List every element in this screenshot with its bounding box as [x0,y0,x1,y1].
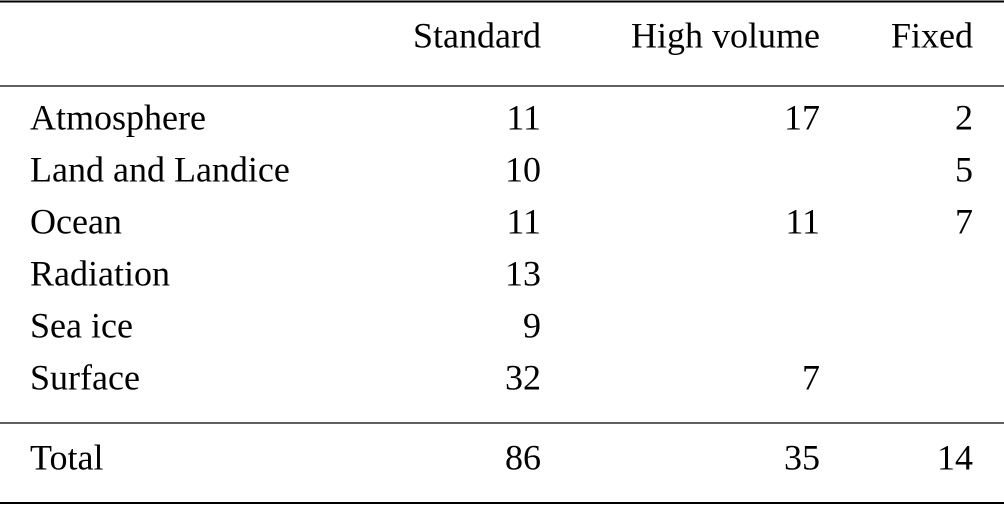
total-label: Total [30,437,103,477]
total-cell: 35 [784,437,820,477]
row-label: Land and Landice [30,149,290,189]
column-header: High volume [631,15,820,55]
total-cell: 86 [505,437,541,477]
row-label: Ocean [30,201,122,241]
column-header: Fixed [891,15,973,55]
cell: 17 [784,97,820,137]
cell: 11 [506,201,541,241]
cell: 11 [506,97,541,137]
cell: 32 [505,357,541,397]
row-label: Atmosphere [30,97,206,137]
cell: 10 [505,149,541,189]
cell: 11 [785,201,820,241]
row-label: Surface [30,357,140,397]
cell: 7 [955,201,973,241]
cell: 2 [955,97,973,137]
total-cell: 14 [937,437,973,477]
cell: 5 [955,149,973,189]
column-header: Standard [413,15,541,55]
row-label: Radiation [30,253,170,293]
cell: 9 [523,305,541,345]
cell: 7 [802,357,820,397]
cell: 13 [505,253,541,293]
row-label: Sea ice [30,305,133,345]
